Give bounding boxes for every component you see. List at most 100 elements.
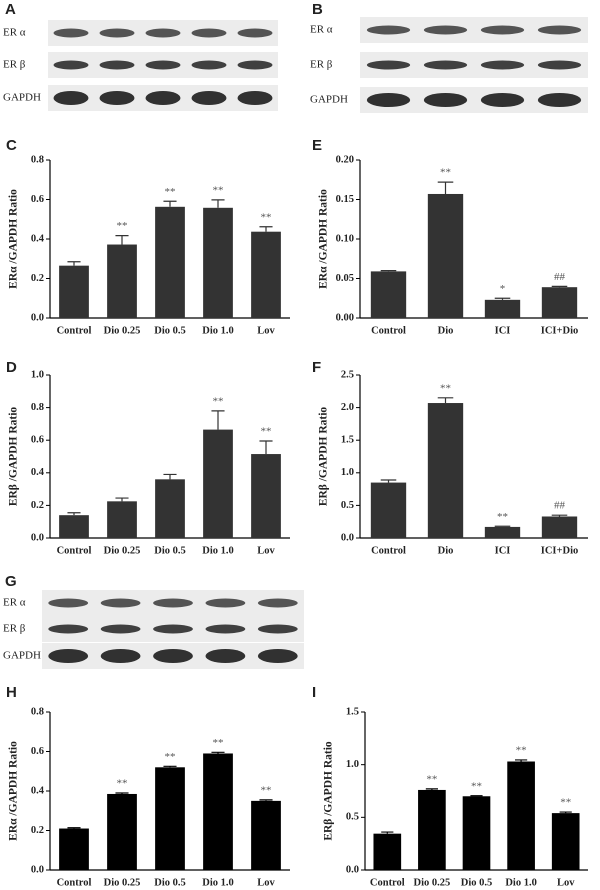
- x-tick-label: Dio 0.5: [461, 877, 493, 888]
- x-tick-label: Lov: [557, 877, 575, 888]
- x-tick-label: Control: [57, 325, 92, 336]
- significance-label: ##: [554, 500, 566, 512]
- blot-band: [366, 60, 411, 70]
- y-axis-label: ERα /GAPDH Ratio: [318, 189, 330, 289]
- y-tick-label: 2.0: [341, 402, 354, 413]
- blot-band: [99, 28, 135, 38]
- blot-band: [537, 25, 582, 35]
- blot-band: [480, 25, 525, 35]
- y-tick-label: 0.4: [31, 467, 45, 478]
- blot-row-label: GAPDH: [3, 92, 41, 104]
- blot-band: [237, 91, 273, 105]
- error-bar: [381, 831, 394, 834]
- blot-row-label: ER α: [3, 27, 26, 39]
- bar: [418, 789, 446, 870]
- error-bar: [559, 811, 572, 814]
- bar: [203, 753, 233, 870]
- y-tick-label: 0.10: [336, 233, 354, 244]
- significance-label: **: [213, 184, 224, 196]
- bar: [251, 231, 281, 318]
- error-bar: [211, 199, 225, 208]
- x-tick-label: Control: [57, 877, 92, 888]
- blot-band: [145, 60, 181, 70]
- x-tick-label: Dio: [438, 325, 454, 336]
- blot-band: [48, 624, 89, 634]
- error-bar: [115, 792, 129, 794]
- blot-band: [237, 28, 273, 38]
- blot-row-label: ER α: [3, 597, 26, 609]
- bar: [484, 526, 521, 538]
- significance-label: **: [117, 220, 128, 232]
- y-tick-label: 0.5: [341, 500, 354, 511]
- x-tick-label: Dio 1.0: [202, 545, 234, 556]
- x-tick-label: Dio 1.0: [202, 877, 234, 888]
- y-tick-label: 0.05: [336, 273, 354, 284]
- panel-letter: G: [5, 573, 17, 590]
- significance-label: **: [516, 744, 527, 756]
- x-tick-label: Dio 0.5: [154, 545, 186, 556]
- blot-band: [423, 25, 468, 35]
- blot-band: [100, 598, 141, 608]
- x-tick-label: Dio 0.5: [154, 877, 186, 888]
- y-axis-label: ERβ /GAPDH Ratio: [318, 407, 330, 507]
- x-tick-label: Lov: [257, 877, 275, 888]
- x-tick-label: Dio 0.25: [104, 877, 141, 888]
- error-bar: [515, 759, 528, 762]
- significance-label: **: [213, 737, 224, 749]
- error-bar: [437, 397, 454, 404]
- error-bar: [470, 795, 483, 797]
- bar: [59, 515, 89, 538]
- significance-label: **: [261, 211, 272, 223]
- bar: [251, 800, 281, 870]
- bar: [551, 813, 580, 870]
- blot-band: [237, 60, 273, 70]
- error-bar: [551, 514, 568, 517]
- bar: [507, 761, 535, 870]
- y-axis-label: ERβ /GAPDH Ratio: [323, 741, 335, 841]
- blot-band: [100, 649, 141, 663]
- bar: [427, 403, 464, 538]
- bar: [203, 207, 233, 318]
- blot-band: [480, 60, 525, 70]
- blot-band: [53, 28, 89, 38]
- blot-band: [366, 25, 411, 35]
- y-tick-label: 1.0: [341, 467, 354, 478]
- error-bar: [163, 473, 177, 480]
- blot-band: [257, 598, 298, 608]
- bar: [107, 501, 137, 538]
- significance-label: **: [497, 511, 508, 523]
- y-tick-label: 0.6: [31, 194, 44, 205]
- bar: [541, 516, 578, 538]
- significance-label: **: [261, 426, 272, 438]
- error-bar: [67, 827, 81, 829]
- bar: [370, 482, 407, 538]
- bar: [251, 454, 281, 538]
- y-axis-label: ERα /GAPDH Ratio: [8, 189, 20, 289]
- panel-letter: C: [6, 137, 17, 154]
- y-tick-label: 0.15: [336, 194, 354, 205]
- y-tick-label: 0.8: [31, 154, 44, 165]
- blot-band: [145, 91, 181, 105]
- blot-row-label: ER β: [3, 59, 26, 71]
- panel-letter: D: [6, 359, 17, 376]
- x-tick-label: Dio 0.25: [104, 545, 141, 556]
- significance-label: **: [165, 751, 176, 763]
- error-bar: [67, 261, 81, 266]
- x-tick-label: Dio 0.25: [414, 877, 451, 888]
- bar: [107, 793, 137, 870]
- x-tick-label: Dio 1.0: [505, 877, 537, 888]
- y-tick-label: 1.5: [346, 706, 359, 717]
- panel-letter: E: [312, 137, 322, 154]
- bar: [373, 833, 402, 870]
- error-bar: [115, 497, 129, 502]
- bar: [203, 429, 233, 538]
- blot-band: [53, 60, 89, 70]
- x-tick-label: Control: [371, 545, 406, 556]
- blot-band: [205, 624, 246, 634]
- bar: [427, 193, 464, 318]
- y-tick-label: 0.0: [31, 864, 44, 875]
- panel-letter: A: [5, 1, 16, 18]
- significance-label: **: [471, 780, 482, 792]
- blot-band: [153, 598, 193, 608]
- error-bar: [211, 751, 225, 754]
